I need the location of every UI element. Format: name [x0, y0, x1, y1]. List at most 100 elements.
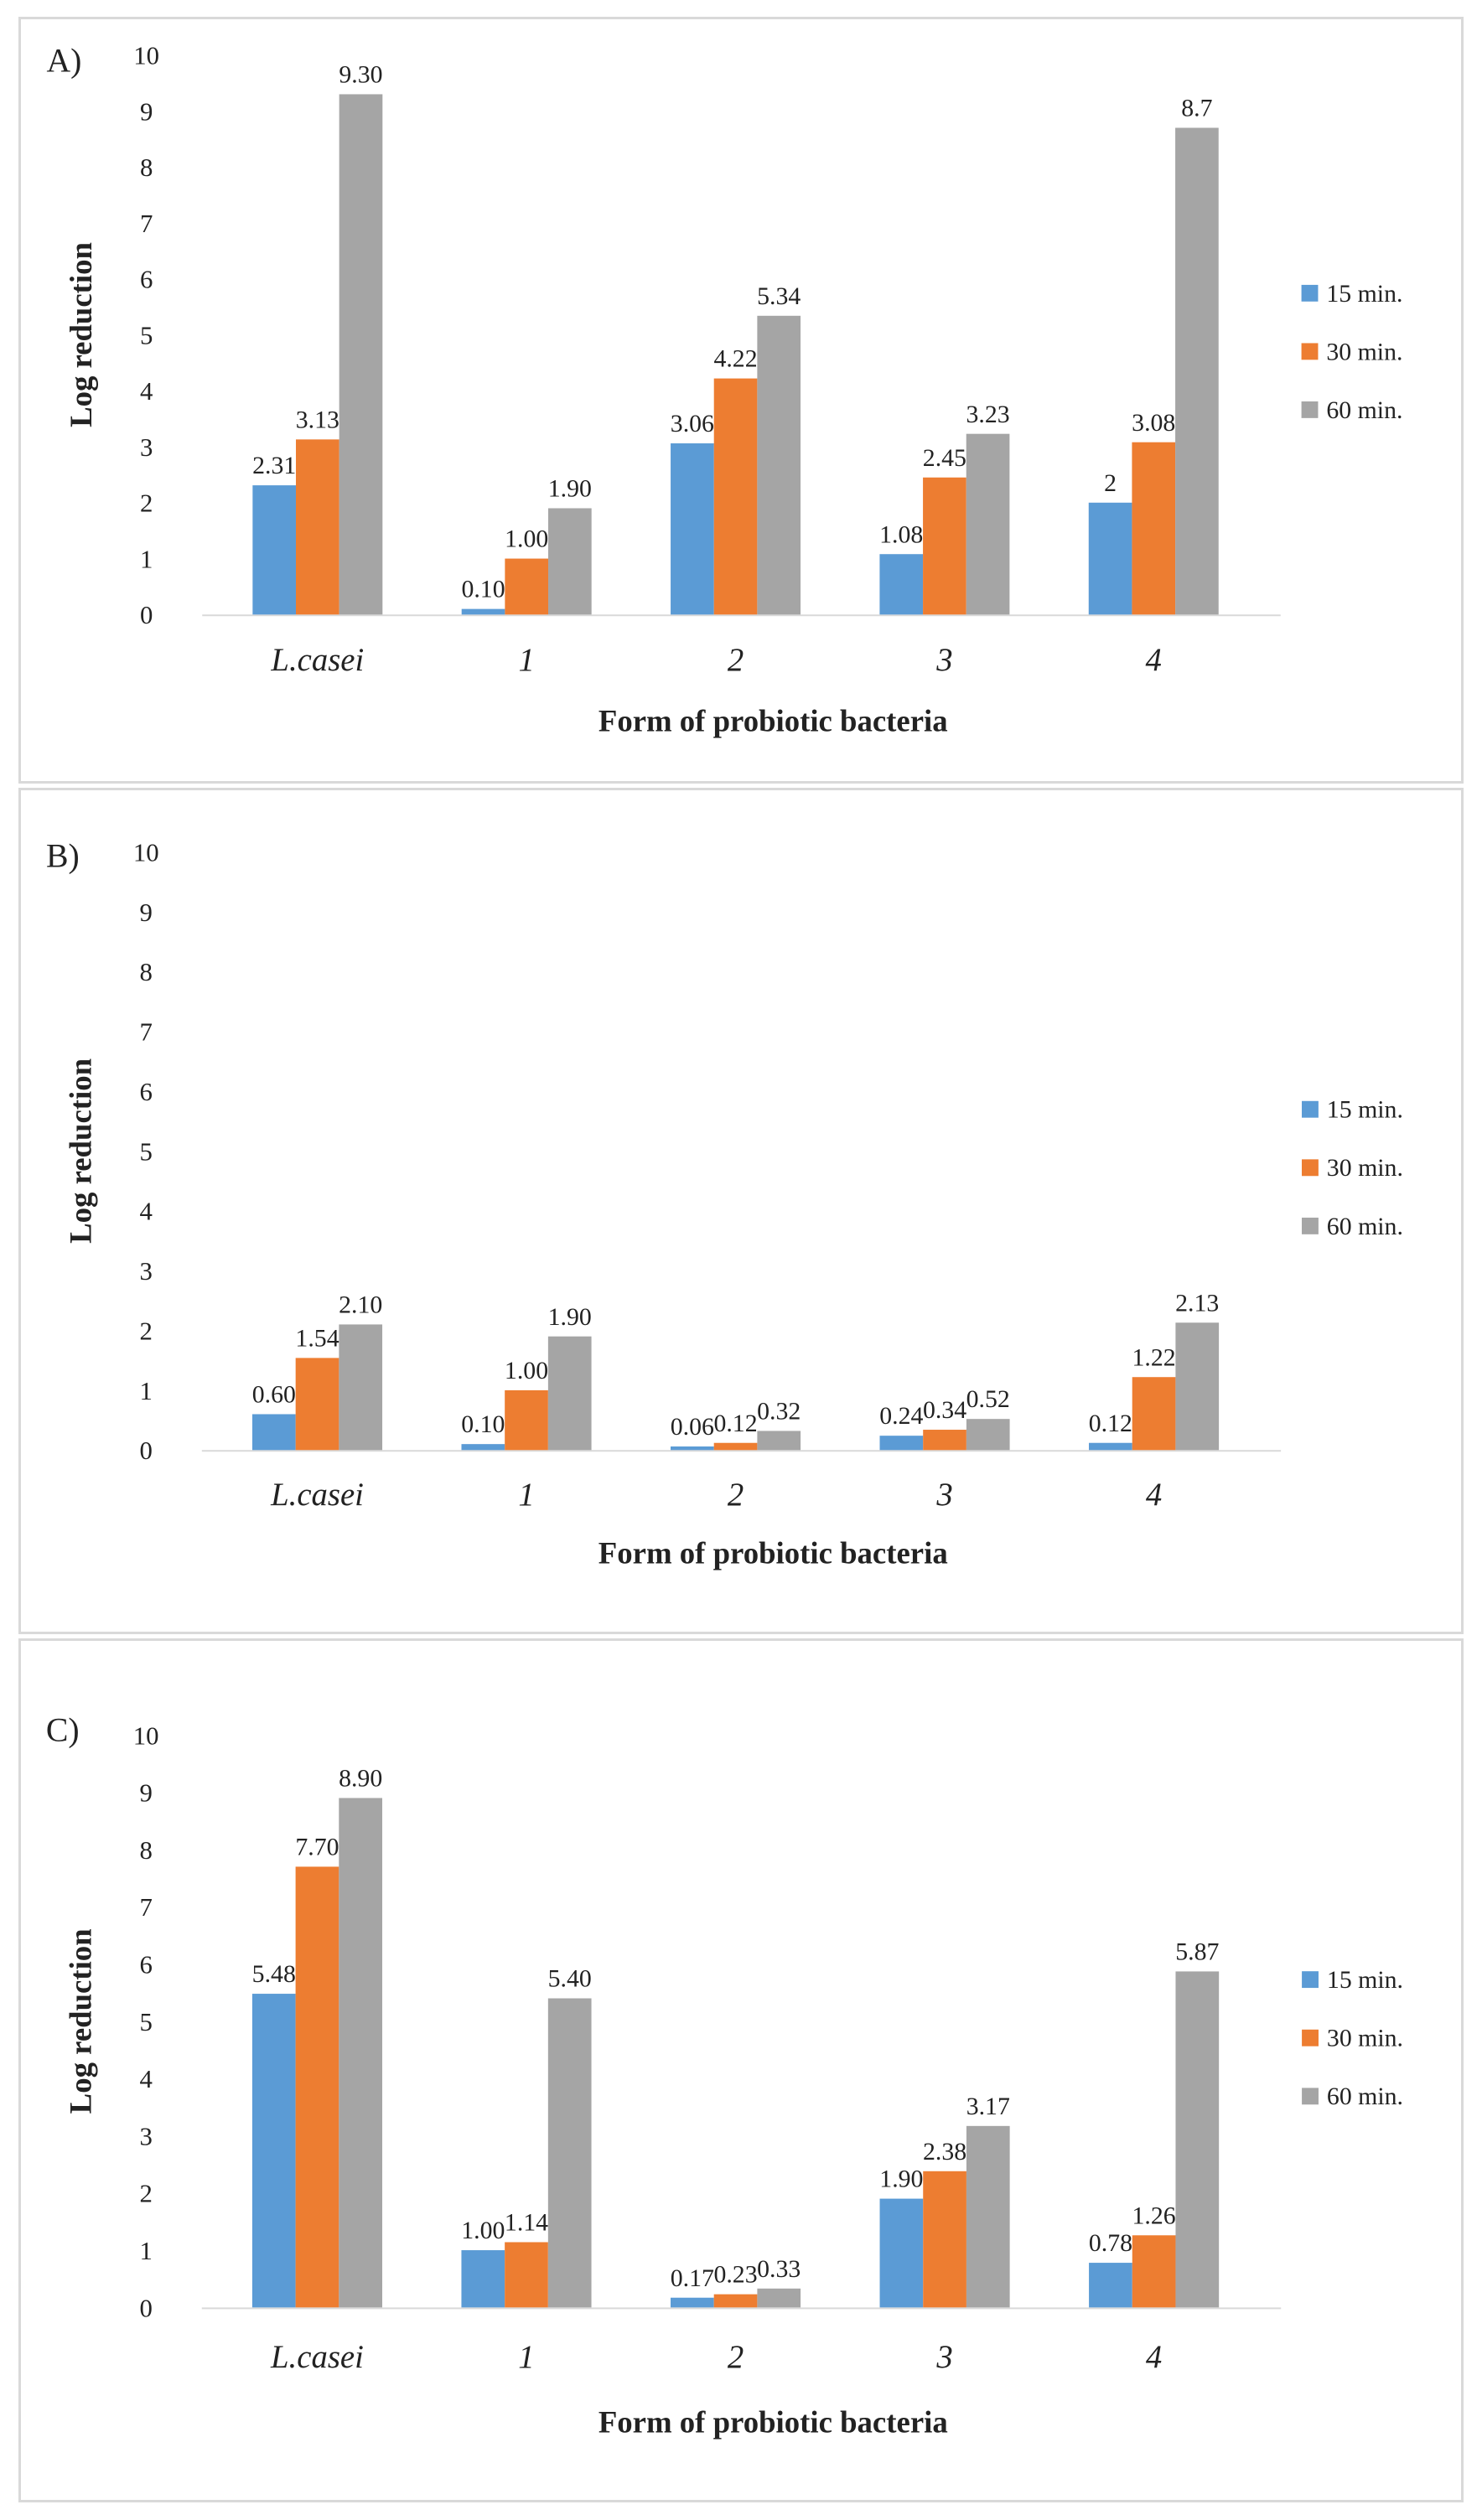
legend-label: 15 min.: [1326, 280, 1402, 308]
data-label: 0.17: [671, 2264, 714, 2292]
data-label: 1.14: [505, 2209, 548, 2237]
bar-4-60min: [1175, 1322, 1220, 1451]
data-label: 0.33: [757, 2255, 801, 2283]
bar-4-15min: [1089, 2263, 1132, 2308]
y-tick-label: 5: [140, 1137, 153, 1166]
chart-c-svg: C) 0 1 2 3 4 5 6 7 8 9 10 Log reduction 5.48 7.70 8.90 L…: [46, 1711, 1403, 2439]
data-label: 5.34: [757, 282, 801, 310]
y-tick-label: 2: [140, 1317, 153, 1345]
y-tick-label: 7: [140, 1018, 153, 1047]
y-tick-label: 0: [140, 1436, 153, 1465]
y-tick-label: 10: [133, 838, 159, 867]
data-label: 2.45: [923, 444, 966, 472]
category-label: 2: [728, 2339, 744, 2375]
bar-4-15min: [1089, 1442, 1132, 1451]
data-label: 0.10: [461, 1410, 505, 1438]
data-label: 9.30: [339, 61, 382, 89]
legend-label: 15 min.: [1327, 1096, 1403, 1124]
chart-panel-c: C) 0 1 2 3 4 5 6 7 8 9 10 Log reduction 5.48 7.70 8.90 L…: [18, 1638, 1464, 2502]
data-label: 1.54: [295, 1324, 339, 1352]
data-label: 1.90: [879, 2166, 923, 2193]
category-label: L.casei: [270, 2339, 364, 2375]
bar-3-30min: [923, 1430, 966, 1451]
panel-label: A): [46, 43, 81, 80]
bar-L.casei-60min: [339, 1798, 383, 2308]
bar-L.casei-30min: [296, 439, 339, 615]
bar-4-60min: [1175, 1971, 1220, 2308]
data-label: 5.40: [548, 1965, 592, 1993]
y-tick-label: 0: [139, 2294, 152, 2322]
y-tick-label: 9: [139, 1779, 152, 1808]
y-tick-label: 3: [140, 1257, 153, 1286]
category-label: 2: [728, 1477, 744, 1513]
bar-2-60min: [757, 315, 801, 615]
data-label: 2.38: [923, 2138, 966, 2166]
data-label: 0.60: [252, 1381, 296, 1409]
legend-label: 60 min.: [1327, 2083, 1403, 2110]
data-label: 5.87: [1175, 1938, 1219, 1966]
category-label: 1: [519, 642, 535, 678]
category-label: 2: [728, 642, 744, 678]
data-label: 3.06: [671, 410, 714, 437]
data-label: 1.90: [548, 475, 592, 503]
legend-label: 30 min.: [1327, 1154, 1403, 1182]
legend-label: 15 min.: [1327, 1966, 1403, 1994]
data-label: 3.13: [296, 406, 339, 433]
bar-1-15min: [461, 1444, 505, 1451]
data-label: 0.23: [713, 2261, 757, 2289]
data-label: 5.48: [252, 1960, 296, 1988]
panel-label: C): [46, 1711, 80, 1748]
data-label: 1.26: [1132, 2202, 1176, 2229]
data-label: 0.10: [461, 576, 505, 603]
data-label: 8.7: [1181, 95, 1212, 122]
data-label: 2.10: [339, 1291, 382, 1318]
chart-panel-b: B) 0 1 2 3 4 5 6 7 8 9 10 Log reduction 0.60 1.54 2.10 L…: [18, 788, 1464, 1634]
data-label: 0.78: [1089, 2229, 1132, 2257]
legend-swatch: [1302, 1100, 1319, 1118]
data-label: 1.08: [879, 520, 923, 548]
data-label: 1.00: [505, 1357, 548, 1384]
chart-b-svg: B) 0 1 2 3 4 5 6 7 8 9 10 Log reduction 0.60 1.542.10 L…: [46, 837, 1403, 1570]
bar-L.casei-30min: [295, 1358, 339, 1451]
y-tick-label: 2: [140, 489, 153, 518]
data-label: 4.22: [713, 345, 757, 373]
bar-3-30min: [923, 477, 966, 615]
bar-1-15min: [461, 2250, 505, 2308]
chart-a-svg: A) 0 1 2 3 4 5 6 7 8 9 10 Log reduction 2.313.13 9.30 L…: [46, 42, 1402, 738]
bar-3-15min: [879, 554, 924, 615]
data-label: 7.70: [295, 1834, 339, 1861]
y-tick-label: 9: [140, 898, 153, 927]
chart-panel-a: A) 0 1 2 3 4 5 6 7 8 9 10 Log reduction 2.31 3.13 9.30 L…: [18, 17, 1464, 784]
y-tick-label: 5: [139, 2008, 152, 2036]
data-label: 1.90: [548, 1303, 592, 1331]
bar-2-60min: [757, 2288, 801, 2308]
data-label: 1.00: [505, 525, 548, 553]
data-label: 0.24: [879, 1402, 923, 1430]
data-label: 2.13: [1175, 1289, 1219, 1317]
bar-1-15min: [461, 608, 505, 615]
bar-2-60min: [757, 1431, 801, 1451]
legend-swatch: [1301, 284, 1319, 302]
panel-label: B): [46, 837, 80, 874]
y-tick-label: 1: [140, 1377, 153, 1405]
y-tick-label: 7: [139, 1893, 152, 1922]
data-label: 0.06: [671, 1413, 714, 1441]
y-tick-label: 4: [140, 377, 153, 406]
bar-1-30min: [505, 2242, 548, 2308]
bar-2-15min: [671, 443, 714, 615]
bar-1-30min: [505, 1389, 548, 1451]
y-tick-label: 4: [140, 1198, 153, 1226]
bar-3-60min: [966, 2125, 1010, 2308]
bar-3-60min: [966, 433, 1010, 615]
bar-3-60min: [966, 1419, 1010, 1451]
category-label: 3: [935, 1477, 952, 1513]
data-label: 3.17: [966, 2093, 1010, 2120]
y-tick-label: 8: [140, 958, 153, 986]
y-tick-label: 3: [139, 2122, 152, 2150]
bar-L.casei-60min: [339, 94, 383, 615]
y-tick-label: 2: [139, 2180, 152, 2208]
bar-3-30min: [923, 2171, 966, 2308]
y-tick-label: 9: [140, 97, 153, 126]
y-tick-label: 6: [140, 266, 153, 294]
legend-swatch: [1301, 343, 1319, 360]
